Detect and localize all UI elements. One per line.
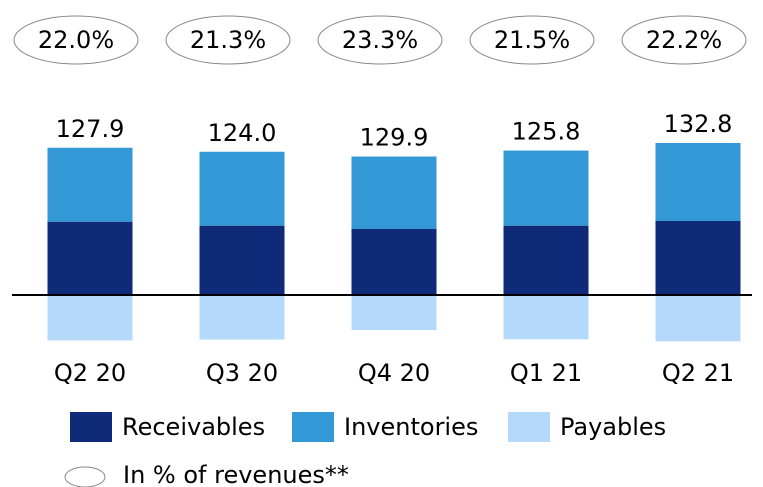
legend-label: Receivables [122, 413, 265, 441]
total-label: 127.9 [56, 115, 125, 143]
bar-segment [503, 150, 589, 226]
x-tick-label: Q4 20 [358, 359, 430, 387]
bar-segment [47, 147, 133, 222]
ratio-label: 21.3% [190, 26, 266, 54]
legend-swatch [70, 412, 112, 442]
legend-label: Payables [560, 413, 666, 441]
total-label: 129.9 [360, 124, 429, 152]
bar-segment [199, 295, 285, 340]
bar-segment [351, 156, 437, 229]
total-label: 124.0 [208, 119, 277, 147]
ratio-label: 22.0% [38, 26, 114, 54]
bar-segment [199, 225, 285, 295]
bar-segment [199, 151, 285, 226]
legend-oval [64, 466, 106, 487]
ratio-oval [165, 15, 291, 65]
x-tick-label: Q2 21 [662, 359, 734, 387]
bar-segment [655, 220, 741, 295]
ratio-oval [469, 15, 595, 65]
total-label: 132.8 [664, 110, 733, 138]
ratio-label: 23.3% [342, 26, 418, 54]
x-tick-label: Q3 20 [206, 359, 278, 387]
ratio-label: 22.2% [646, 26, 722, 54]
ratio-oval [621, 15, 747, 65]
legend-swatch [508, 412, 550, 442]
total-label: 125.8 [512, 118, 581, 146]
legend-label: In % of revenues** [123, 461, 349, 487]
legend-label: Inventories [344, 413, 478, 441]
bar-segment [351, 295, 437, 331]
bar-segment [655, 143, 741, 221]
legend-swatch [292, 412, 334, 442]
ratio-oval [13, 15, 139, 65]
bar-segment [351, 228, 437, 295]
x-tick-label: Q1 21 [510, 359, 582, 387]
ratio-oval [317, 15, 443, 65]
bar-segment [47, 221, 133, 295]
bar-segment [655, 295, 741, 342]
bar-segment [503, 295, 589, 340]
bar-segment [503, 225, 589, 295]
ratio-label: 21.5% [494, 26, 570, 54]
bar-segment [47, 295, 133, 341]
x-tick-label: Q2 20 [54, 359, 126, 387]
